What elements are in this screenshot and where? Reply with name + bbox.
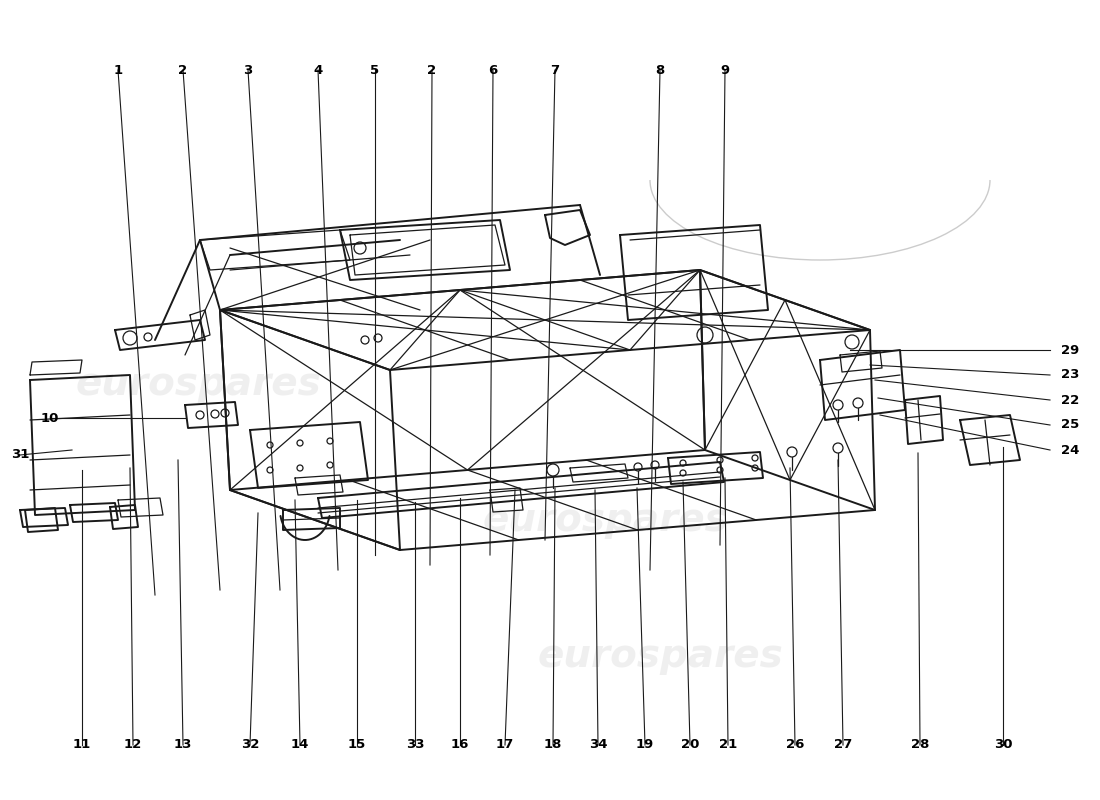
Text: 11: 11 (73, 738, 91, 751)
Text: 5: 5 (371, 63, 380, 77)
Text: eurospares: eurospares (75, 365, 321, 403)
Text: 29: 29 (1060, 343, 1079, 357)
Text: 30: 30 (993, 738, 1012, 751)
Text: 9: 9 (720, 63, 729, 77)
Text: 33: 33 (406, 738, 425, 751)
Text: 28: 28 (911, 738, 930, 751)
Text: 20: 20 (681, 738, 700, 751)
Text: eurospares: eurospares (537, 637, 783, 675)
Text: 2: 2 (178, 63, 188, 77)
Text: 18: 18 (543, 738, 562, 751)
Text: 24: 24 (1060, 443, 1079, 457)
Text: 8: 8 (656, 63, 664, 77)
Text: 16: 16 (451, 738, 470, 751)
Text: 19: 19 (636, 738, 654, 751)
Text: 32: 32 (241, 738, 260, 751)
Text: 14: 14 (290, 738, 309, 751)
Text: 17: 17 (496, 738, 514, 751)
Text: 7: 7 (550, 63, 560, 77)
Text: 23: 23 (1060, 369, 1079, 382)
Text: 4: 4 (314, 63, 322, 77)
Text: 15: 15 (348, 738, 366, 751)
Text: 12: 12 (124, 738, 142, 751)
Text: 31: 31 (11, 449, 30, 462)
Text: 21: 21 (719, 738, 737, 751)
Text: 10: 10 (41, 411, 59, 425)
Text: 13: 13 (174, 738, 192, 751)
Text: 3: 3 (243, 63, 253, 77)
Text: 1: 1 (113, 63, 122, 77)
Text: 27: 27 (834, 738, 852, 751)
Text: 34: 34 (588, 738, 607, 751)
Text: 26: 26 (785, 738, 804, 751)
Text: 2: 2 (428, 63, 437, 77)
Text: eurospares: eurospares (482, 501, 728, 539)
Text: 25: 25 (1060, 418, 1079, 431)
Text: 22: 22 (1060, 394, 1079, 406)
Text: 6: 6 (488, 63, 497, 77)
